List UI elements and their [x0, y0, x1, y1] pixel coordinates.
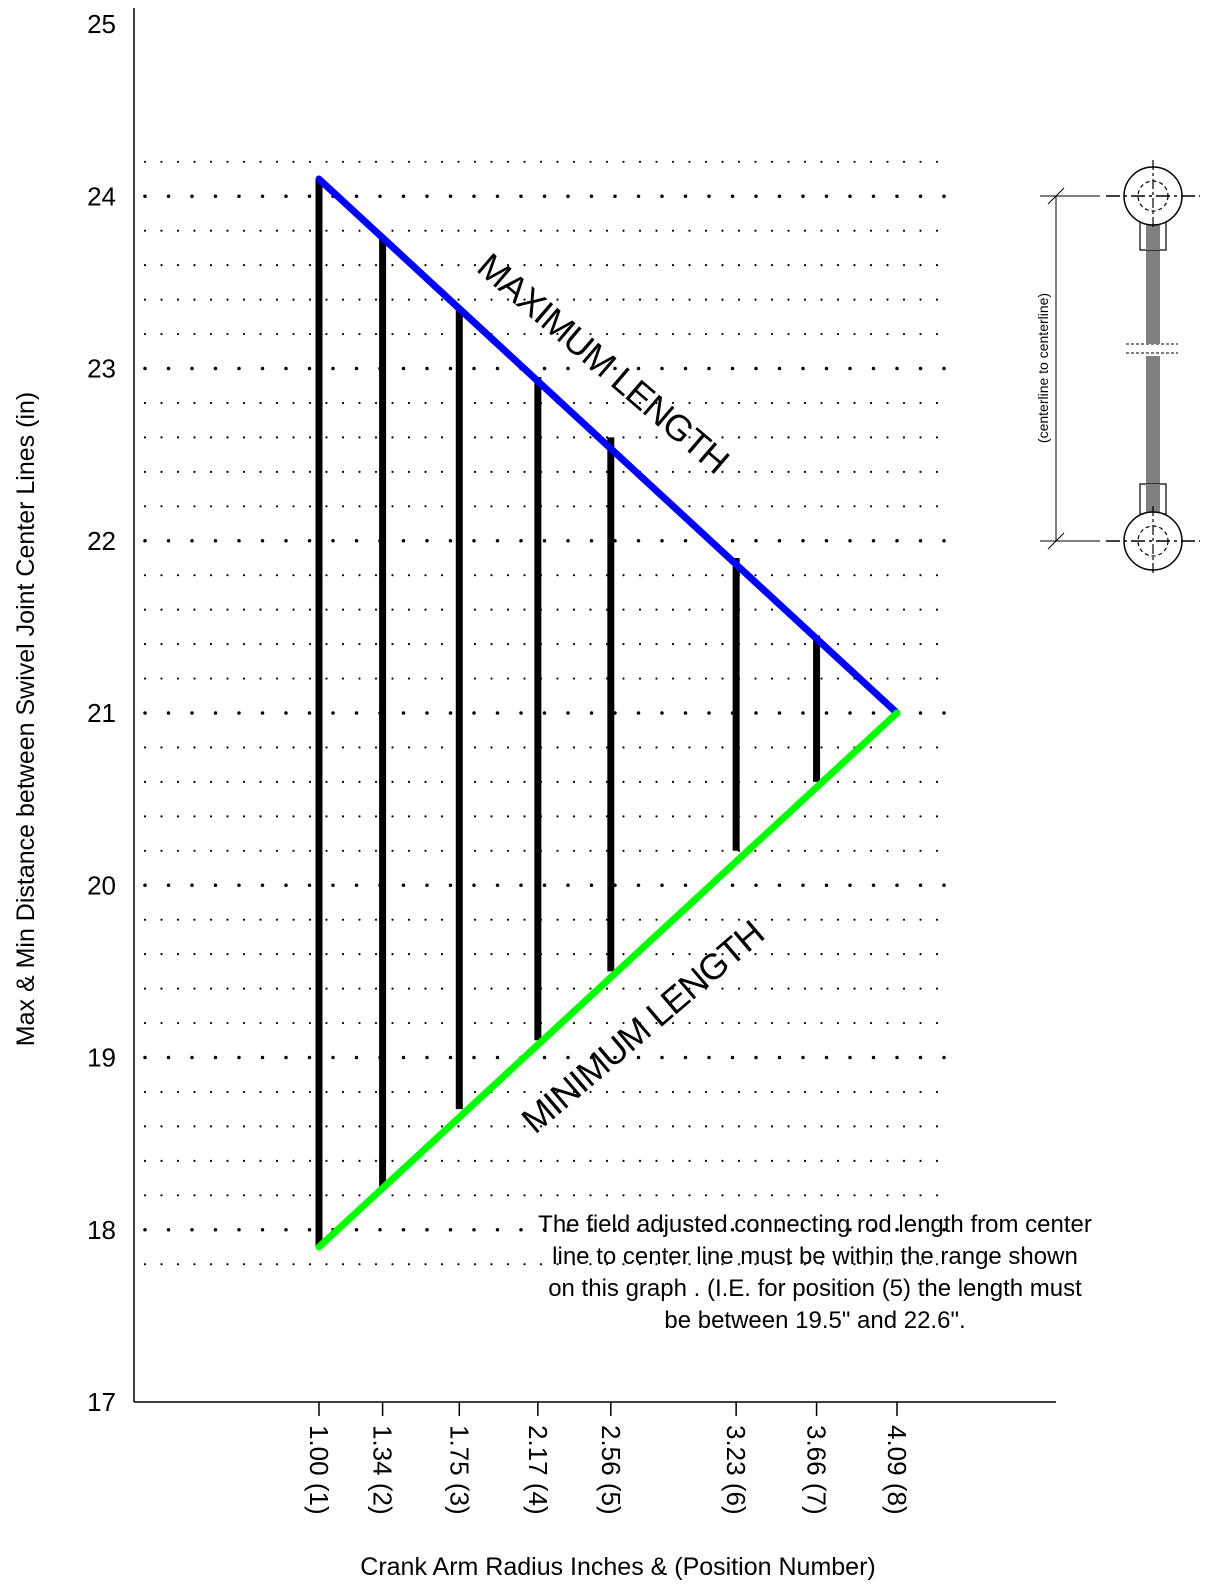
dimension-label: (centerline to centerline) — [1035, 293, 1051, 443]
x-tick-label: 4.09 (8) — [882, 1425, 912, 1515]
y-tick-label: 17 — [87, 1387, 116, 1417]
y-tick-label: 25 — [87, 9, 116, 39]
rod-shaft-top-inner — [1146, 222, 1160, 250]
dotted-grid — [143, 160, 950, 1266]
x-tick-label: 2.56 (5) — [596, 1425, 626, 1515]
x-tick-label: 1.00 (1) — [304, 1425, 334, 1515]
rod-shaft-top — [1146, 222, 1160, 344]
x-tick-label: 1.34 (2) — [368, 1425, 398, 1515]
y-tick-label: 23 — [87, 354, 116, 384]
y-tick-label: 22 — [87, 526, 116, 556]
annotation-line-3: on this graph . (I.E. for position (5) t… — [548, 1275, 1082, 1302]
annotation-line-1: The field adjusted connecting rod length… — [538, 1211, 1092, 1238]
y-tick-labels: 17 18 19 20 21 22 23 24 25 — [87, 9, 116, 1417]
y-axis-title: Max & Min Distance between Swivel Joint … — [12, 392, 40, 1046]
connecting-rod-diagram: (centerline to centerline) — [1035, 160, 1200, 576]
annotation-line-2: line to center line must be within the r… — [552, 1243, 1078, 1270]
y-tick-label: 18 — [87, 1215, 116, 1245]
series-lines — [315, 175, 901, 1251]
x-axis-title: Crank Arm Radius Inches & (Position Numb… — [360, 1553, 875, 1581]
annotation-note: The field adjusted connecting rod length… — [538, 1211, 1092, 1334]
dimension-slash-top — [1047, 187, 1065, 205]
axes — [133, 8, 1056, 1403]
rod-shaft-bottom — [1146, 356, 1160, 516]
x-tick-label: 3.23 (6) — [721, 1425, 751, 1515]
y-tick-label: 21 — [87, 698, 116, 728]
annotation-line-4: be between 19.5" and 22.6". — [664, 1307, 965, 1334]
minimum-length-line — [315, 709, 901, 1251]
x-tick-labels: 1.00 (1) 1.34 (2) 1.75 (3) 2.17 (4) 2.56 (5)… — [304, 1402, 912, 1515]
range-bars — [315, 179, 821, 1247]
x-tick-label: 3.66 (7) — [802, 1425, 832, 1515]
x-tick-label: 2.17 (4) — [523, 1425, 553, 1515]
y-tick-label: 20 — [87, 870, 116, 900]
maximum-length-line — [315, 175, 901, 717]
y-tick-label: 19 — [87, 1043, 116, 1073]
rod-shaft-bottom-inner — [1146, 484, 1160, 514]
dimension-slash-bottom — [1047, 532, 1065, 550]
y-tick-label: 24 — [87, 181, 116, 211]
x-tick-label: 1.75 (3) — [444, 1425, 474, 1515]
